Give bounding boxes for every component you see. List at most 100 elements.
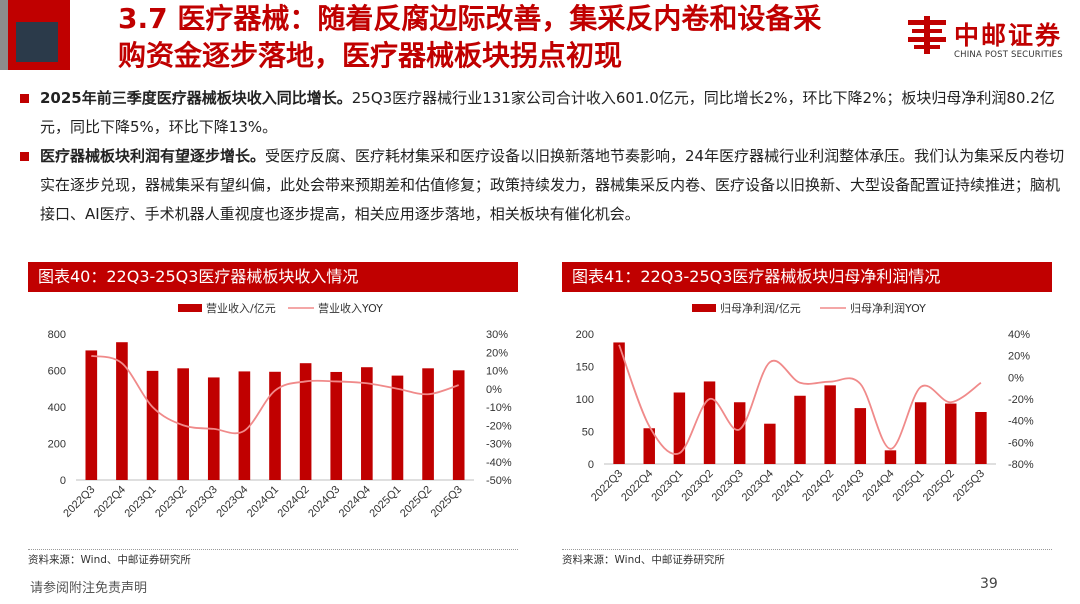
- chart-title: 图表41：22Q3-25Q3医疗器械板块归母净利润情况: [562, 262, 1052, 292]
- bullet-text: 25Q3医疗器械行业131家公司合计收入601.0亿元，同比增长2%，环比下降2…: [40, 89, 1055, 136]
- y-right-tick-label: -50%: [486, 475, 512, 487]
- bar: [116, 342, 128, 480]
- logo-name-cn: 中邮证券: [954, 21, 1063, 50]
- chart-title: 图表40：22Q3-25Q3医疗器械板块收入情况: [28, 262, 518, 292]
- bullet-list: 2025年前三季度医疗器械板块收入同比增长。25Q3医疗器械行业131家公司合计…: [18, 84, 1068, 229]
- yoy-line: [618, 344, 982, 455]
- y-left-tick-label: 200: [48, 439, 66, 451]
- x-tick-label: 2025Q2: [921, 468, 957, 504]
- x-tick-label: 2022Q4: [92, 484, 128, 520]
- divider: [28, 549, 518, 550]
- y-left-tick-label: 200: [576, 329, 594, 341]
- bar: [422, 368, 434, 480]
- bar: [146, 370, 159, 480]
- y-right-tick-label: 20%: [1008, 351, 1030, 363]
- y-right-tick-label: 0%: [1008, 372, 1024, 384]
- x-tick-label: 2023Q2: [153, 484, 189, 520]
- bar: [945, 403, 957, 464]
- bullet-item: 2025年前三季度医疗器械板块收入同比增长。25Q3医疗器械行业131家公司合计…: [18, 84, 1068, 142]
- bullet-item: 医疗器械板块利润有望逐步增长。受医疗反腐、医疗耗材集采和医疗设备以旧换新落地节奏…: [18, 142, 1068, 229]
- bar: [703, 381, 716, 464]
- x-tick-label: 2024Q3: [830, 468, 866, 504]
- bar: [452, 370, 465, 480]
- y-right-tick-label: 20%: [486, 347, 508, 359]
- title-line-1: 3.7 医疗器械：随着反腐边际改善，集采反内卷和设备采: [118, 2, 822, 35]
- bar: [884, 450, 897, 464]
- bar: [975, 412, 987, 464]
- y-right-tick-label: 30%: [486, 329, 508, 341]
- x-tick-label: 2025Q3: [429, 484, 465, 520]
- legend-swatch-bar: [692, 304, 716, 312]
- y-right-tick-label: -20%: [486, 420, 512, 432]
- bar: [733, 402, 746, 464]
- y-right-tick-label: -80%: [1008, 459, 1034, 471]
- y-left-tick-label: 0: [60, 475, 66, 487]
- bar: [673, 392, 686, 464]
- bar: [361, 367, 373, 480]
- x-tick-label: 2023Q3: [710, 468, 746, 504]
- bar: [643, 428, 655, 464]
- net-profit-chart: 归母净利润/亿元 归母净利润YOY 0 50 100 150 200 -80% -60% -40%…: [576, 301, 1034, 504]
- page-title: 3.7 医疗器械：随着反腐边际改善，集采反内卷和设备采 购资金逐步落地，医疗器械…: [118, 0, 908, 74]
- y-left-tick-label: 100: [576, 394, 594, 406]
- x-tick-label: 2023Q1: [122, 484, 158, 520]
- x-tick-label: 2025Q1: [891, 468, 927, 504]
- bullet-marker: [20, 152, 29, 161]
- bullet-text: 受医疗反腐、医疗耗材集采和医疗设备以旧换新落地节奏影响，24年医疗器械行业利润整…: [40, 147, 1065, 223]
- x-tick-label: 2024Q1: [770, 468, 806, 504]
- y-left-tick-label: 600: [48, 366, 66, 378]
- y-left-tick-label: 400: [48, 402, 66, 414]
- legend-swatch-bar: [178, 304, 202, 312]
- bullet-heading: 医疗器械板块利润有望逐步增长。: [40, 147, 266, 165]
- title-line-2: 购资金逐步落地，医疗器械板块拐点初现: [118, 39, 623, 72]
- bar: [391, 375, 404, 480]
- x-tick-label: 2025Q1: [367, 484, 403, 520]
- china-post-emblem-icon: [908, 16, 946, 54]
- x-tick-label: 2024Q1: [245, 484, 281, 520]
- y-left-tick-label: 800: [48, 329, 66, 341]
- chart-legend: 归母净利润/亿元 归母净利润YOY: [692, 301, 926, 315]
- y-right-tick-label: 40%: [1008, 329, 1030, 341]
- bar: [238, 371, 251, 480]
- y-right-tick-label: -40%: [1008, 416, 1034, 428]
- bullet-heading: 2025年前三季度医疗器械板块收入同比增长。: [40, 89, 352, 107]
- header-decoration-gray: [0, 0, 8, 70]
- revenue-chart: 营业收入/亿元 营业收入YOY 0 200 400 600 800 -50% -40% -30% -…: [48, 301, 512, 520]
- bar: [764, 423, 776, 464]
- x-tick-label: 2024Q2: [276, 484, 312, 520]
- x-tick-label: 2022Q3: [589, 468, 625, 504]
- x-tick-label: 2023Q2: [679, 468, 715, 504]
- legend-label-bar: 归母净利润/亿元: [720, 301, 801, 315]
- header-decoration-dark: [16, 22, 58, 62]
- chart-source: 资料来源：Wind、中邮证券研究所: [28, 554, 191, 566]
- divider: [562, 549, 1052, 550]
- bar: [85, 350, 98, 480]
- bar: [330, 371, 343, 480]
- bar: [269, 371, 281, 480]
- chart-source: 资料来源：Wind、中邮证券研究所: [562, 554, 725, 566]
- x-tick-label: 2025Q3: [951, 468, 987, 504]
- x-tick-label: 2023Q3: [184, 484, 220, 520]
- logo-name-en: CHINA POST SECURITIES: [954, 50, 1063, 60]
- x-tick-label: 2024Q4: [337, 484, 373, 520]
- x-tick-label: 2023Q4: [214, 484, 250, 520]
- y-right-tick-label: -40%: [486, 457, 512, 469]
- y-left-tick-label: 50: [582, 427, 594, 439]
- chart-panel-net-profit: 图表41：22Q3-25Q3医疗器械板块归母净利润情况 归母净利润/亿元 归母净利…: [562, 262, 1052, 577]
- disclaimer-note: 请参阅附注免责声明: [30, 581, 148, 596]
- y-right-tick-label: 0%: [486, 384, 502, 396]
- x-tick-label: 2022Q4: [619, 468, 655, 504]
- bar: [914, 402, 927, 464]
- x-tick-label: 2025Q2: [398, 484, 434, 520]
- chart-panel-revenue: 图表40：22Q3-25Q3医疗器械板块收入情况 营业收入/亿元 营业收入YOY 0…: [28, 262, 518, 577]
- page-number: 39: [980, 576, 998, 592]
- bar: [824, 385, 836, 464]
- x-tick-label: 2023Q4: [740, 468, 776, 504]
- bar: [854, 408, 867, 464]
- x-tick-label: 2023Q1: [649, 468, 685, 504]
- legend-label-line: 归母净利润YOY: [850, 301, 926, 315]
- legend-label-bar: 营业收入/亿元: [206, 301, 276, 315]
- bar: [177, 368, 189, 480]
- y-right-tick-label: -30%: [486, 439, 512, 451]
- bar: [794, 395, 806, 464]
